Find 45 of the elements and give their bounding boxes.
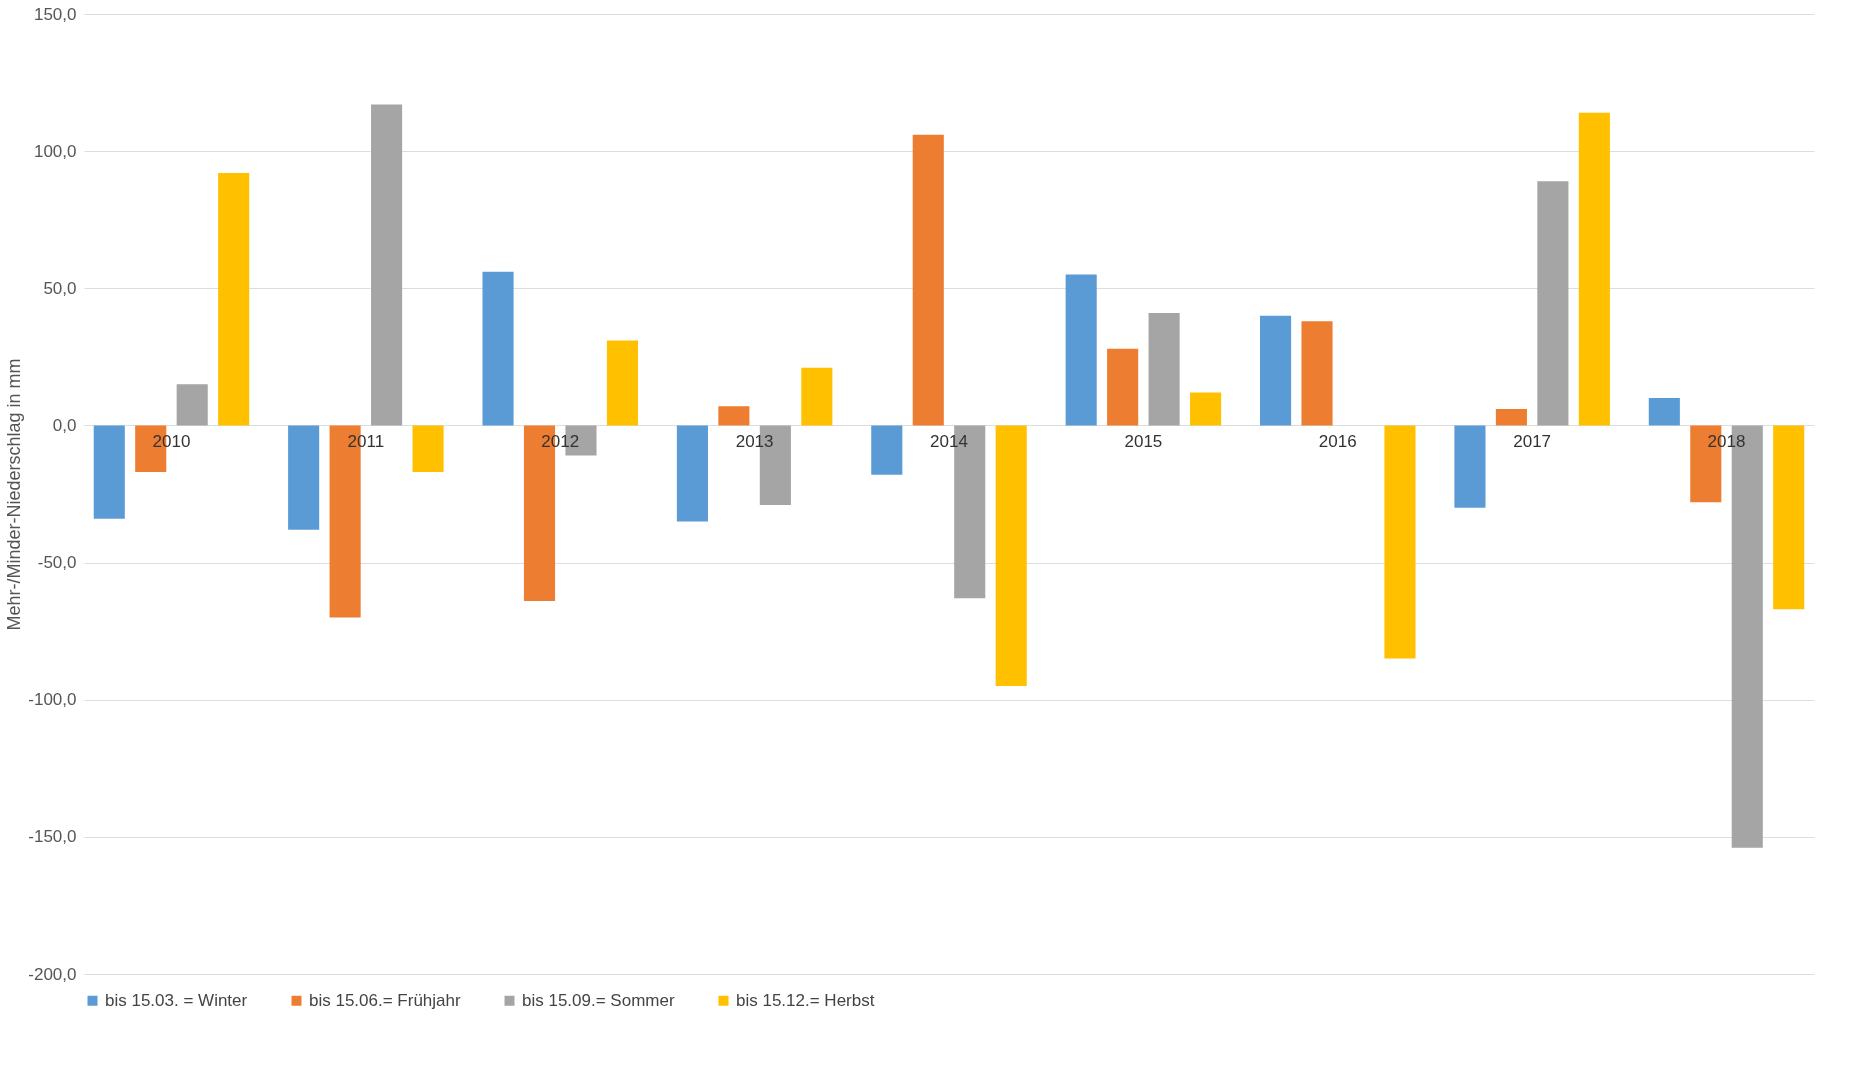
bar — [871, 425, 903, 475]
legend-label: bis 15.12.= Herbst — [736, 990, 875, 1010]
y-tick-label: 100,0 — [33, 141, 77, 161]
bar — [718, 406, 750, 426]
x-tick-label: 2017 — [1513, 431, 1552, 451]
y-tick-label: -150,0 — [28, 827, 77, 847]
bar — [218, 173, 250, 426]
y-tick-label: 50,0 — [43, 278, 77, 298]
y-tick-label: -100,0 — [28, 690, 77, 710]
bar — [1148, 312, 1180, 426]
legend-label: bis 15.09.= Sommer — [522, 990, 675, 1010]
x-tick-label: 2015 — [1124, 431, 1163, 451]
bar — [606, 340, 638, 426]
legend-label: bis 15.03. = Winter — [105, 990, 248, 1010]
bar — [1454, 425, 1486, 508]
bar — [1107, 348, 1139, 426]
bar — [995, 425, 1027, 686]
bar — [1260, 315, 1292, 426]
y-axis-title: Mehr-/Minder-Niederschlag in mm — [4, 358, 25, 631]
y-tick-label: 150,0 — [33, 4, 77, 24]
y-tick-label: -200,0 — [28, 964, 77, 984]
bar — [93, 425, 125, 519]
x-tick-label: 2016 — [1318, 431, 1357, 451]
bar — [1648, 398, 1680, 426]
bar — [1537, 181, 1569, 426]
bar — [912, 134, 944, 426]
legend-label: bis 15.06.= Frühjahr — [309, 990, 462, 1010]
bar — [371, 104, 403, 426]
bar — [676, 425, 708, 522]
x-tick-label: 2013 — [735, 431, 774, 451]
bar — [412, 425, 444, 473]
bar — [288, 425, 320, 530]
x-tick-label: 2014 — [930, 431, 968, 451]
bar — [1190, 392, 1222, 426]
bar — [1495, 408, 1527, 426]
bar — [176, 384, 208, 426]
bar — [1301, 321, 1333, 426]
bar — [1578, 112, 1610, 426]
y-tick-label: 0,0 — [52, 415, 77, 435]
bar — [801, 367, 833, 426]
bar — [1384, 425, 1416, 659]
y-tick-label: -50,0 — [37, 553, 77, 573]
bar — [1773, 425, 1805, 610]
bar — [1065, 274, 1097, 426]
bar — [482, 271, 514, 426]
